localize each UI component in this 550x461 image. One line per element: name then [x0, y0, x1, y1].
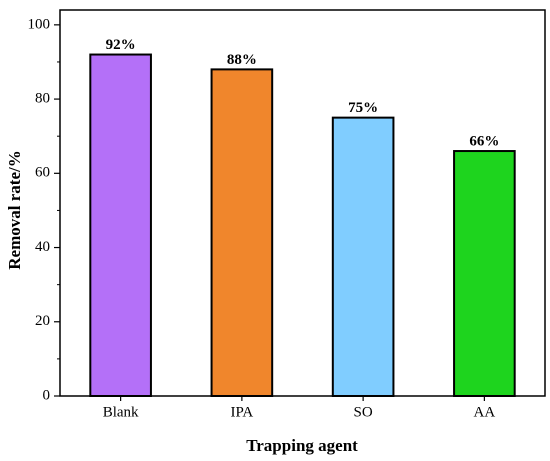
x-tick-label: IPA	[230, 404, 253, 420]
bar	[453, 150, 516, 397]
x-tick-label: AA	[474, 404, 496, 420]
value-label: 88%	[227, 52, 257, 68]
bar	[331, 116, 395, 397]
x-tick-label: SO	[354, 404, 373, 420]
y-tick-label: 80	[35, 91, 50, 107]
value-label: 92%	[106, 37, 136, 53]
bar	[89, 53, 152, 398]
x-axis-label: Trapping agent	[246, 436, 358, 455]
y-tick-label: 0	[43, 387, 51, 403]
value-label: 75%	[348, 100, 378, 116]
y-tick-label: 100	[28, 16, 51, 32]
x-tick-label: Blank	[103, 404, 139, 420]
bar	[210, 68, 274, 397]
plot-frame	[59, 9, 546, 397]
y-tick-label: 20	[35, 313, 50, 329]
y-axis-label: Removal rate/%	[5, 150, 24, 269]
y-tick-label: 40	[35, 239, 50, 255]
y-tick-label: 60	[35, 165, 50, 181]
value-label: 66%	[469, 133, 499, 149]
